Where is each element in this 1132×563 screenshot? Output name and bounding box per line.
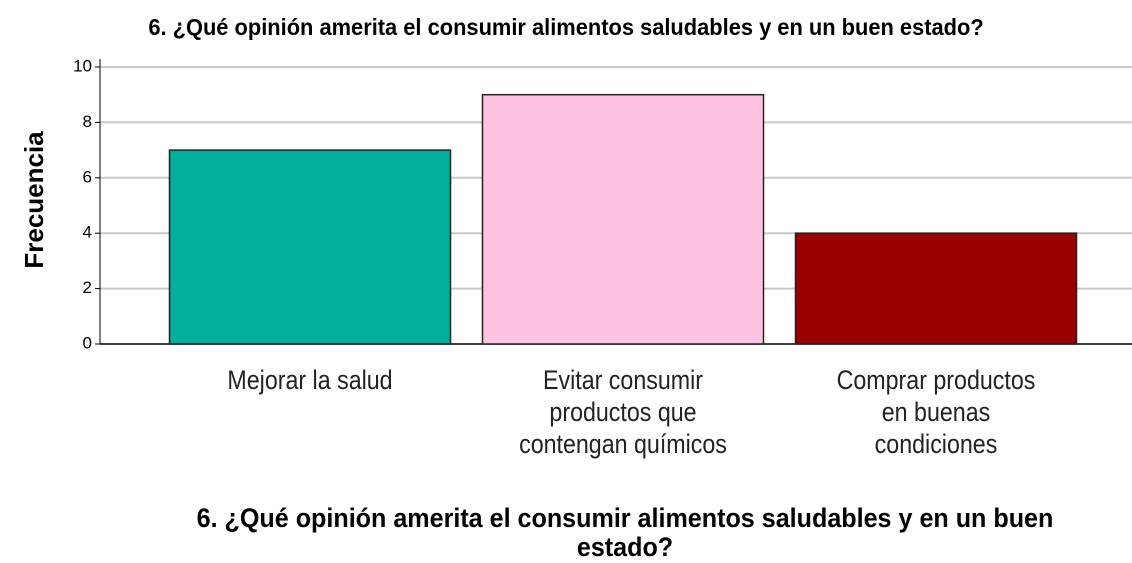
chart-title: 6. ¿Qué opinión amerita el consumir alim… (148, 14, 984, 40)
bar (481, 93, 765, 345)
y-tick-label: 0 (83, 333, 92, 352)
y-tick-label: 4 (83, 223, 92, 242)
y-tick-label: 10 (73, 56, 92, 75)
bar (168, 149, 452, 345)
x-tick-label: Mejorar la salud (227, 365, 393, 395)
y-axis-label: Frecuencia (19, 131, 49, 269)
y-tick-label: 6 (83, 167, 92, 186)
x-tick-label: Evitar consumir productos que contengan … (519, 365, 727, 459)
y-tick-label: 2 (83, 278, 92, 297)
x-axis-label: 6. ¿Qué opinión amerita el consumir alim… (196, 503, 1054, 562)
x-tick-label: Comprar productos en buenas condiciones (836, 365, 1036, 459)
bar (794, 232, 1078, 345)
y-tick-label: 8 (83, 112, 92, 131)
